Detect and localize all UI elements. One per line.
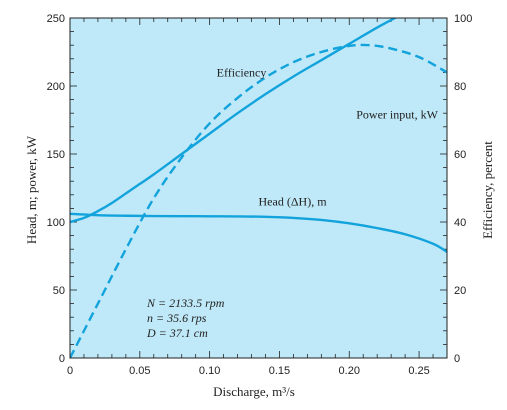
annotation-diameter: D = 37.1 cm — [146, 326, 208, 340]
series-head-line — [70, 212, 447, 253]
y-right-tick-label: 100 — [454, 13, 472, 25]
x-tick-label: 0.15 — [269, 365, 290, 377]
minor-ticks — [69, 17, 448, 359]
y-left-tick-label: 50 — [53, 285, 65, 297]
series-label-efficiency: Efficiency — [217, 65, 267, 79]
y-right-tick-label: 0 — [454, 353, 460, 365]
plot-frame — [69, 17, 448, 359]
x-tick-label: 0.10 — [199, 365, 220, 377]
series-layer — [70, 18, 447, 358]
annotation-speed-rpm: N = 2133.5 rpm — [146, 296, 225, 310]
x-tick-label: 0.20 — [339, 365, 360, 377]
y-left-tick-label: 250 — [47, 13, 65, 25]
series-power-line — [70, 18, 398, 224]
annotation-speed-rps: n = 35.6 rps — [147, 311, 207, 325]
series-label-head: Head (ΔH), m — [259, 195, 328, 209]
y-axis-left-title: Head, m; power, kW — [24, 135, 39, 244]
x-axis-title: Discharge, m³/s — [213, 384, 295, 399]
y-axis-right-title: Efficiency, percent — [480, 141, 495, 239]
series-label-power: Power input, kW — [356, 108, 438, 122]
y-left-tick-label: 150 — [47, 149, 65, 161]
y-left-tick-label: 100 — [47, 217, 65, 229]
y-right-tick-label: 20 — [454, 285, 466, 297]
y-left-tick-label: 200 — [47, 81, 65, 93]
x-tick-label: 0 — [67, 365, 73, 377]
y-right-tick-label: 40 — [454, 217, 466, 229]
tick-labels: 0 0.05 0.10 0.15 0.20 0.25 0 50 100 150 200 250 0 20 4… — [47, 13, 473, 377]
y-left-tick-label: 0 — [59, 353, 65, 365]
y-right-tick-label: 60 — [454, 149, 466, 161]
x-tick-label: 0.25 — [408, 365, 429, 377]
y-right-tick-label: 80 — [454, 81, 466, 93]
x-tick-label: 0.05 — [129, 365, 150, 377]
